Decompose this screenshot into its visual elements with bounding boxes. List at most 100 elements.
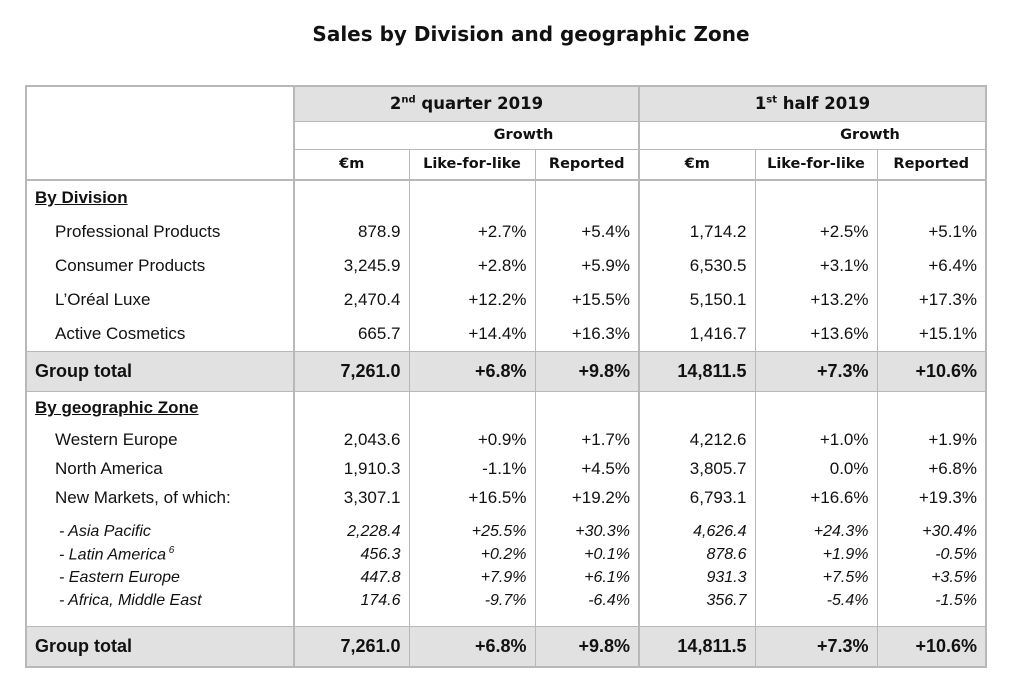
q2-reported: +19.2% [534, 483, 639, 512]
h1-reported: +19.3% [876, 483, 987, 512]
q2-em: 456.3 [293, 543, 409, 566]
empty-cell [293, 180, 409, 215]
row-label: - Asia Pacific [25, 520, 294, 543]
h1-lfl: +7.5% [754, 566, 877, 589]
h1-em: 1,416.7 [638, 317, 755, 351]
q2-reported: +5.4% [534, 215, 639, 249]
q2-lfl: +2.7% [408, 215, 535, 249]
q2-em: 7,261.0 [293, 625, 409, 668]
empty-cell [293, 512, 409, 520]
h1-reported: +30.4% [876, 520, 987, 543]
q2-em: 3,245.9 [293, 249, 409, 283]
empty-cell [876, 180, 987, 215]
row-label: - Africa, Middle East [25, 589, 294, 612]
q2-lfl: +0.9% [408, 425, 535, 454]
q2-em: 1,910.3 [293, 454, 409, 483]
q2-lfl: +0.2% [408, 543, 535, 566]
col-header-h1-reported: Reported [876, 149, 987, 181]
h1-reported: +17.3% [876, 283, 987, 317]
q2-heading: 2nd quarter 2019 [294, 85, 640, 122]
row-label: - Eastern Europe [25, 566, 294, 589]
group-total-zone: Group total 7,261.0 +6.8% +9.8% 14,811.5 +7.3… [25, 625, 987, 668]
table-row: North America 1,910.3 -1.1% +4.5% 3,805.7 0.0… [25, 454, 987, 483]
h1-reported: -0.5% [876, 543, 987, 566]
row-label: - Latin America 6 [25, 543, 294, 566]
q2-em: 174.6 [293, 589, 409, 612]
h1-lfl: +13.6% [754, 317, 877, 351]
q2-lfl: +25.5% [408, 520, 535, 543]
q2-lfl: +12.2% [408, 283, 535, 317]
sub-row: - Eastern Europe 447.8 +7.9% +6.1% 931.3 +7.5… [25, 566, 987, 589]
empty-cell [876, 512, 987, 520]
h1-lfl: +13.2% [754, 283, 877, 317]
footnote-marker: 6 [166, 544, 175, 556]
q2-em: 878.9 [293, 215, 409, 249]
h1-em: 931.3 [638, 566, 755, 589]
spacer-row [25, 612, 987, 626]
q2-reported: +9.8% [534, 625, 639, 668]
q2-reported: +1.7% [534, 425, 639, 454]
empty-cell [638, 612, 755, 626]
h1-em: 14,811.5 [638, 350, 755, 392]
empty-cell [408, 612, 535, 626]
q2-reported: +15.5% [534, 283, 639, 317]
h1-em: 5,150.1 [638, 283, 755, 317]
empty-cell [534, 612, 639, 626]
h1-lfl: +16.6% [754, 483, 877, 512]
h1-reported: +3.5% [876, 566, 987, 589]
h1-lfl: +7.3% [754, 350, 877, 392]
empty-cell [293, 391, 409, 425]
col-header-q2-em: €m [293, 149, 409, 181]
col-header-q2-reported: Reported [534, 149, 640, 181]
empty-cell [754, 512, 877, 520]
row-label: New Markets, of which: [25, 483, 294, 512]
h1-reported: +5.1% [876, 215, 987, 249]
h1-lfl: +24.3% [754, 520, 877, 543]
q2-em: 3,307.1 [293, 483, 409, 512]
h1-em: 4,212.6 [638, 425, 755, 454]
row-label: North America [25, 454, 294, 483]
empty-cell [638, 512, 755, 520]
h1-em: 356.7 [638, 589, 755, 612]
section-zone: By geographic Zone [25, 391, 987, 425]
h1-reported: +6.4% [876, 249, 987, 283]
h1-reported: +1.9% [876, 425, 987, 454]
header-blank [25, 85, 295, 181]
empty-cell [754, 391, 877, 425]
col-header-q2-lfl: Like-for-like [408, 149, 535, 181]
empty-cell [534, 391, 639, 425]
q2-reported: +16.3% [534, 317, 639, 351]
q2-lfl: +6.8% [408, 350, 535, 392]
q2-em: 2,228.4 [293, 520, 409, 543]
group-total-division: Group total 7,261.0 +6.8% +9.8% 14,811.5 +7.3… [25, 350, 987, 392]
table-row: L’Oréal Luxe 2,470.4 +12.2% +15.5% 5,150.1 +1… [25, 283, 987, 317]
q2-reported: +4.5% [534, 454, 639, 483]
empty-cell [638, 180, 755, 215]
h1-reported: +10.6% [876, 625, 987, 668]
empty-cell [534, 180, 639, 215]
table-row: Consumer Products 3,245.9 +2.8% +5.9% 6,530.… [25, 249, 987, 283]
col-header-h1-em: €m [638, 149, 755, 181]
empty-cell [754, 612, 877, 626]
table-row: Western Europe 2,043.6 +0.9% +1.7% 4,212.6 +1… [25, 425, 987, 454]
row-label: Consumer Products [25, 249, 294, 283]
q2-reported: -6.4% [534, 589, 639, 612]
h1-em: 4,626.4 [638, 520, 755, 543]
empty-cell [876, 612, 987, 626]
q2-em: 665.7 [293, 317, 409, 351]
row-label: Active Cosmetics [25, 317, 294, 351]
table-row: Professional Products 878.9 +2.7% +5.4% 1,71… [25, 215, 987, 249]
q2-em: 447.8 [293, 566, 409, 589]
h1-lfl: +1.9% [754, 543, 877, 566]
empty-cell [408, 512, 535, 520]
empty-cell [408, 180, 535, 215]
h1-lfl: +2.5% [754, 215, 877, 249]
h1-growth-spacer [639, 121, 755, 150]
h1-lfl: +3.1% [754, 249, 877, 283]
empty-cell [638, 391, 755, 425]
row-label: L’Oréal Luxe [25, 283, 294, 317]
q2-reported: +30.3% [534, 520, 639, 543]
empty-cell [25, 612, 294, 626]
section-division-label: By Division [25, 180, 294, 215]
q2-lfl: +6.8% [408, 625, 535, 668]
